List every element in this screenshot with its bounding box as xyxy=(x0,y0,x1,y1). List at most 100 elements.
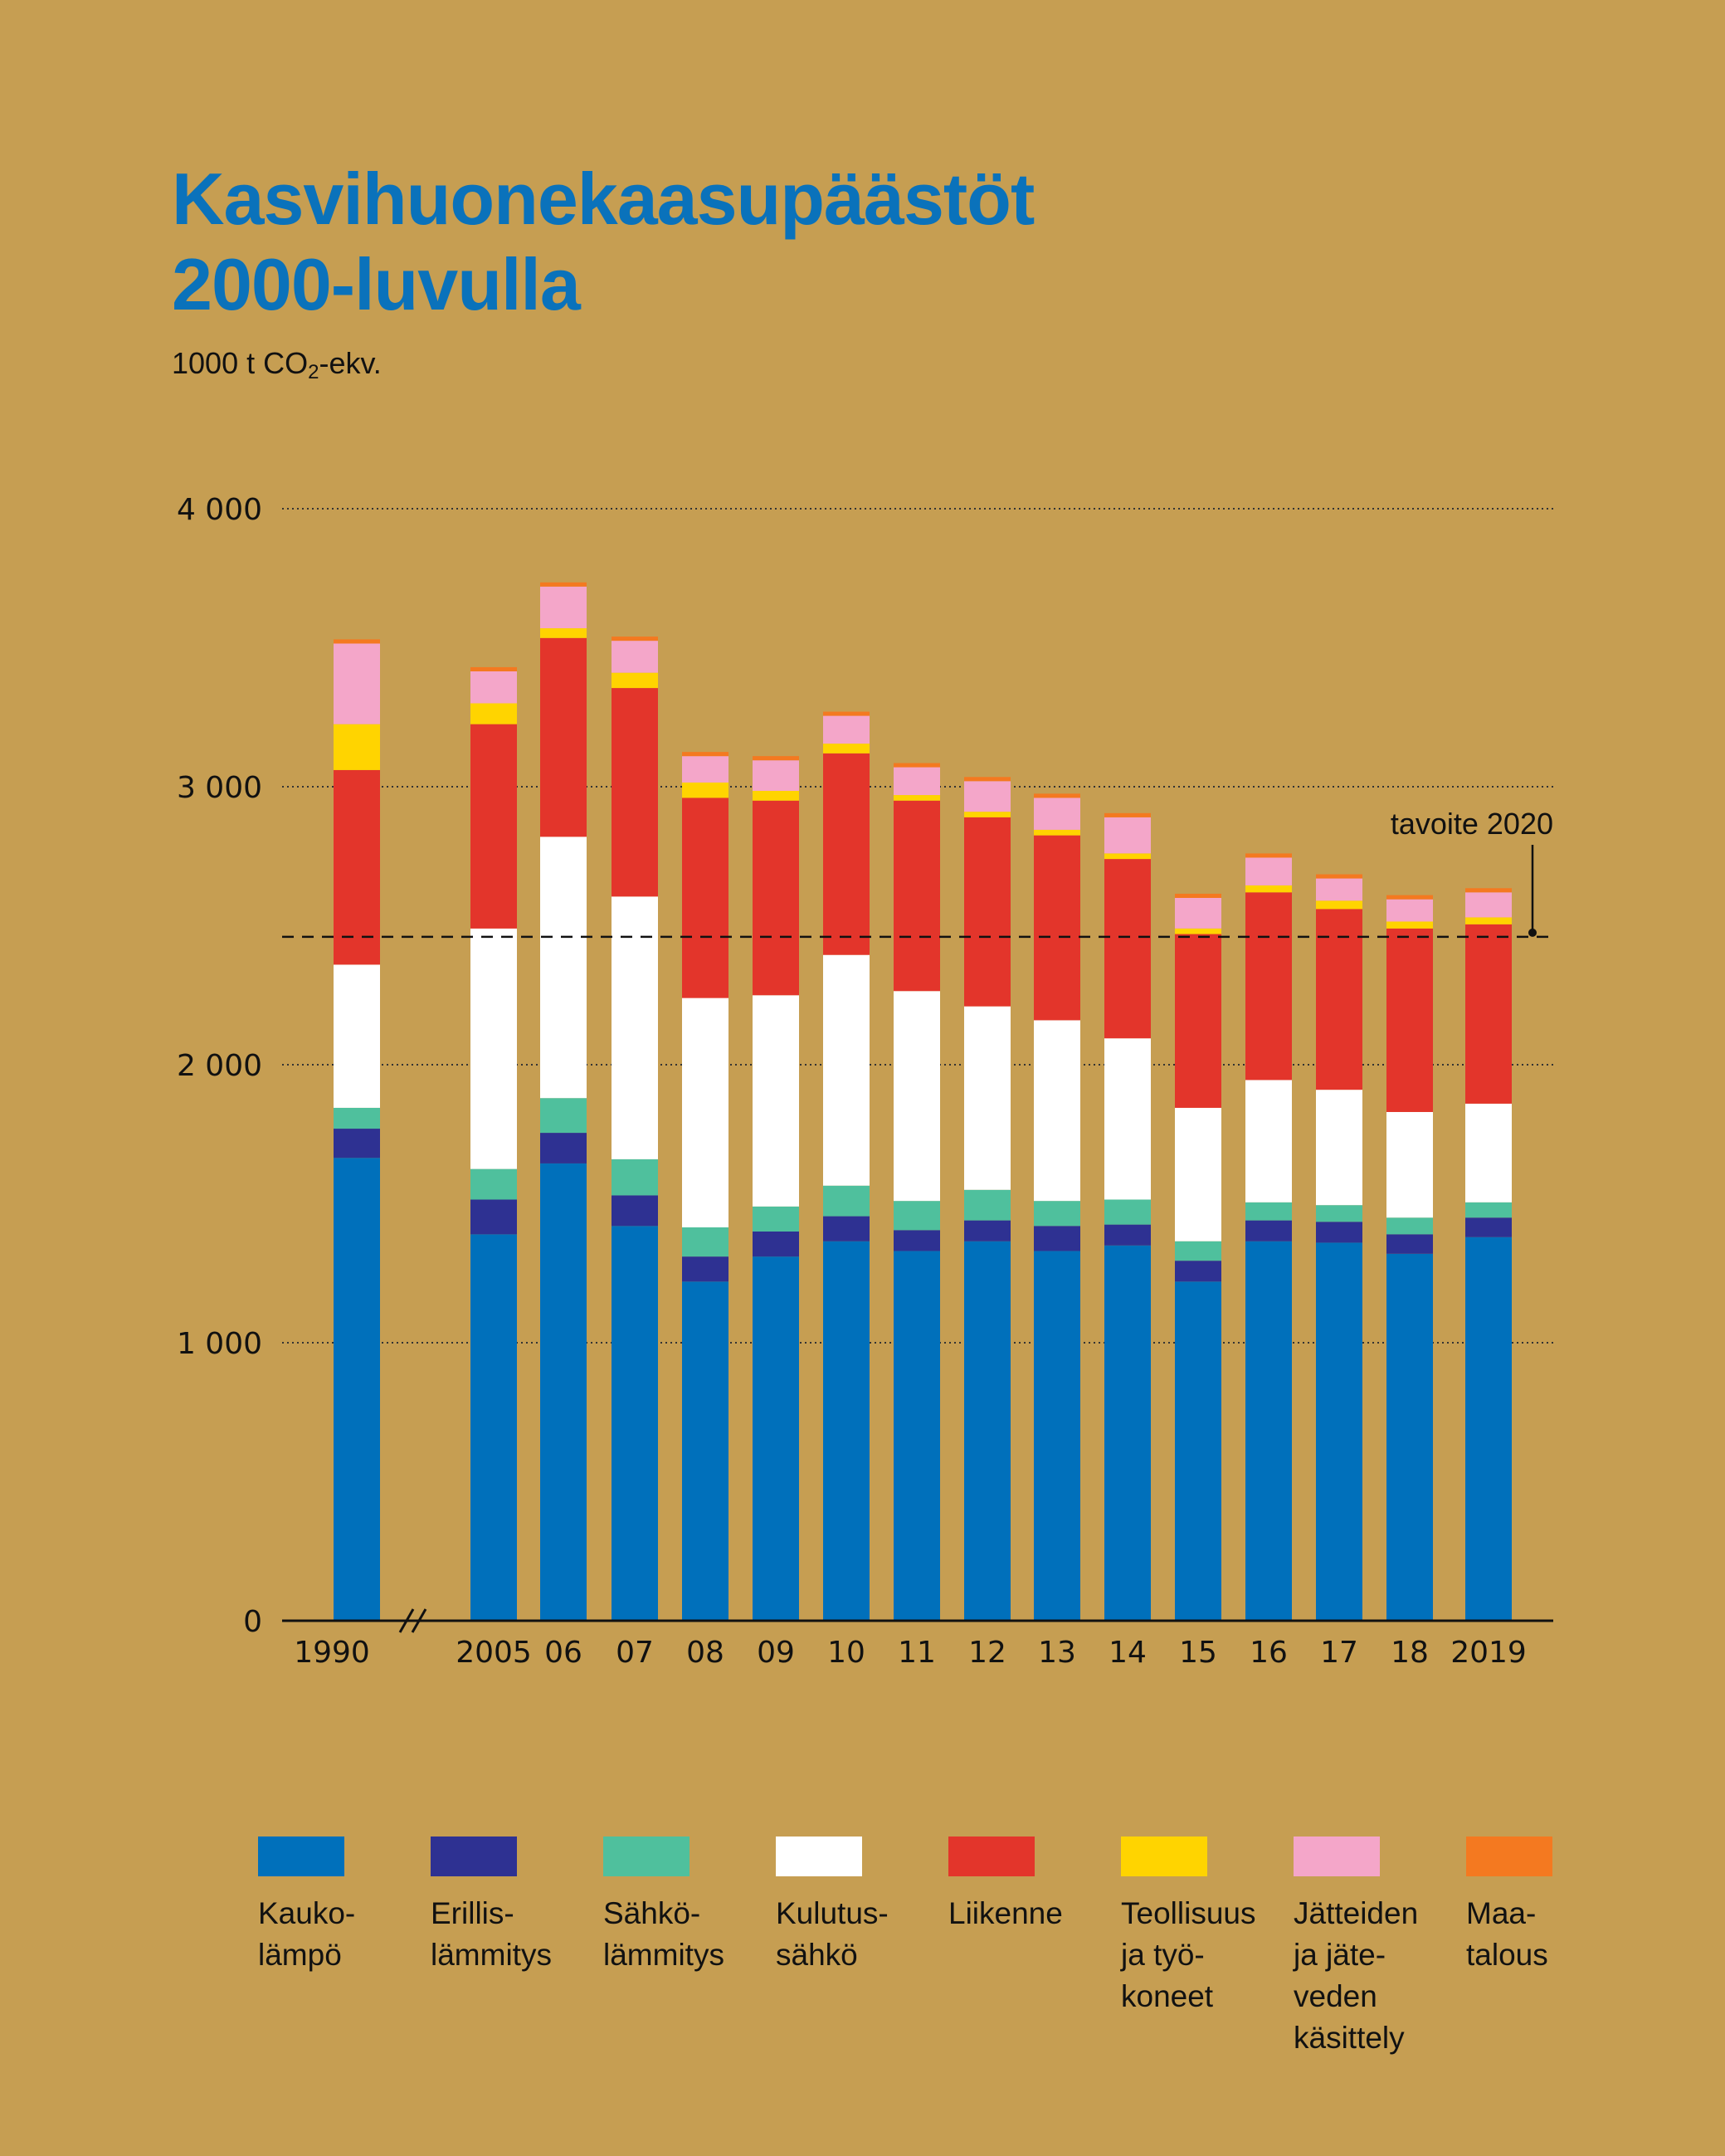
x-tick-label: 17 xyxy=(1320,1636,1358,1670)
bar-segment xyxy=(1316,909,1362,1090)
bar-segment xyxy=(334,643,380,724)
axis-break-mark xyxy=(411,1608,427,1633)
y-tick-label: 0 xyxy=(243,1605,262,1639)
bar-segment xyxy=(894,767,940,796)
title-line-2: 2000-luvulla xyxy=(172,243,581,325)
legend-label: Kauko- lämpö xyxy=(258,1896,356,1972)
bar-segment xyxy=(540,637,587,837)
legend-swatch xyxy=(258,1837,344,1876)
y-tick-label: 2 000 xyxy=(177,1049,262,1083)
legend-item: Jätteiden ja jäte- veden käsittely xyxy=(1294,1837,1459,2059)
x-tick-label: 14 xyxy=(1109,1636,1147,1670)
bar-segment xyxy=(682,782,728,798)
legend-item: Kauko- lämpö xyxy=(258,1837,424,1976)
bar-segment xyxy=(334,964,380,1108)
bar-segment xyxy=(470,703,517,724)
x-tick-label: 15 xyxy=(1179,1636,1217,1670)
bar-segment xyxy=(964,812,1011,817)
bar-segment xyxy=(894,763,940,768)
legend-swatch xyxy=(1121,1837,1207,1876)
bar-segment xyxy=(823,1241,870,1621)
bar-segment xyxy=(1034,1201,1080,1227)
bar-segment xyxy=(753,800,799,996)
bar-segment xyxy=(470,671,517,704)
bar-segment xyxy=(1175,934,1221,1108)
x-tick-label: 18 xyxy=(1391,1636,1429,1670)
bar-segment xyxy=(682,756,728,783)
bar-segment xyxy=(964,1006,1011,1190)
bar-segment xyxy=(1034,1226,1080,1251)
bar-segment xyxy=(334,724,380,770)
bar-segment xyxy=(823,954,870,1186)
bar-segment xyxy=(1175,1281,1221,1621)
legend-label: Jätteiden ja jäte- veden käsittely xyxy=(1294,1896,1419,2055)
bar-segment xyxy=(753,791,799,801)
bar-segment xyxy=(682,1227,728,1257)
bar-segment xyxy=(753,756,799,761)
bar-segment xyxy=(682,752,728,757)
chart-title: Kasvihuonekaasupäästöt 2000-luvulla xyxy=(172,156,1035,327)
bar-segment xyxy=(470,1199,517,1235)
legend-item: Kulutus- sähkö xyxy=(776,1837,942,1976)
bar-segment xyxy=(1175,898,1221,929)
legend-label: Erillis- lämmitys xyxy=(431,1896,552,1972)
bar-segment xyxy=(682,798,728,998)
unit-subscript: 2 xyxy=(308,361,319,383)
unit-suffix: -ekv. xyxy=(319,346,382,380)
bar-segment xyxy=(894,991,940,1202)
bar-segment xyxy=(540,582,587,587)
bar-segment xyxy=(334,639,380,644)
bar-segment xyxy=(823,1216,870,1241)
bar-segment xyxy=(1034,829,1080,836)
bar-segment xyxy=(612,637,658,641)
bar-segment xyxy=(540,628,587,638)
bar-segment xyxy=(1245,1241,1292,1621)
x-tick-label: 09 xyxy=(757,1636,795,1670)
bar-segment xyxy=(334,1129,380,1158)
bar-segment xyxy=(1316,1222,1362,1243)
bar-segment xyxy=(1465,1217,1512,1237)
bar-segment xyxy=(1104,817,1151,854)
bar-segment xyxy=(964,777,1011,782)
bar-segment xyxy=(1316,900,1362,910)
bar-segment xyxy=(1245,853,1292,858)
bar-segment xyxy=(1175,1261,1221,1282)
x-tick-label: 11 xyxy=(898,1636,936,1670)
legend-label: Liikenne xyxy=(948,1896,1063,1930)
bar-segment xyxy=(470,928,517,1169)
bar-segment xyxy=(1104,1038,1151,1200)
y-tick-label: 1 000 xyxy=(177,1327,262,1361)
bar-segment xyxy=(612,641,658,673)
bar-segment xyxy=(1034,793,1080,798)
bar-segment xyxy=(1104,812,1151,817)
bar-segment xyxy=(753,1206,799,1232)
bar-segment xyxy=(1465,917,1512,924)
bar-segment xyxy=(1245,885,1292,893)
bar-segment xyxy=(894,1251,940,1621)
bar-segment xyxy=(682,1256,728,1282)
bar-segment xyxy=(682,998,728,1227)
bar-segment xyxy=(1316,1242,1362,1621)
bar-segment xyxy=(540,1098,587,1134)
legend-label: Teollisuus ja työ- koneet xyxy=(1121,1896,1256,2013)
bar-segment xyxy=(1104,1245,1151,1621)
legend-swatch xyxy=(1466,1837,1552,1876)
bar-segment xyxy=(1245,1220,1292,1241)
bar-segment xyxy=(1316,1205,1362,1222)
x-tick-label: 1990 xyxy=(294,1636,370,1670)
bar-segment xyxy=(1386,1253,1433,1621)
legend-label: Kulutus- sähkö xyxy=(776,1896,889,1972)
bar-segment xyxy=(470,666,517,671)
bar-segment xyxy=(1034,1020,1080,1202)
bar-segment xyxy=(1104,1224,1151,1246)
bar-segment xyxy=(894,1230,940,1251)
legend-item: Teollisuus ja työ- koneet xyxy=(1121,1837,1287,2017)
bar-segment xyxy=(1386,928,1433,1112)
bar-segment xyxy=(1034,835,1080,1021)
bar-segment xyxy=(1465,1237,1512,1621)
bar-segment xyxy=(823,1185,870,1217)
x-tick-label: 16 xyxy=(1250,1636,1288,1670)
x-tick-label: 07 xyxy=(616,1636,654,1670)
title-line-1: Kasvihuonekaasupäästöt xyxy=(172,158,1035,240)
bar-segment xyxy=(540,1163,587,1621)
